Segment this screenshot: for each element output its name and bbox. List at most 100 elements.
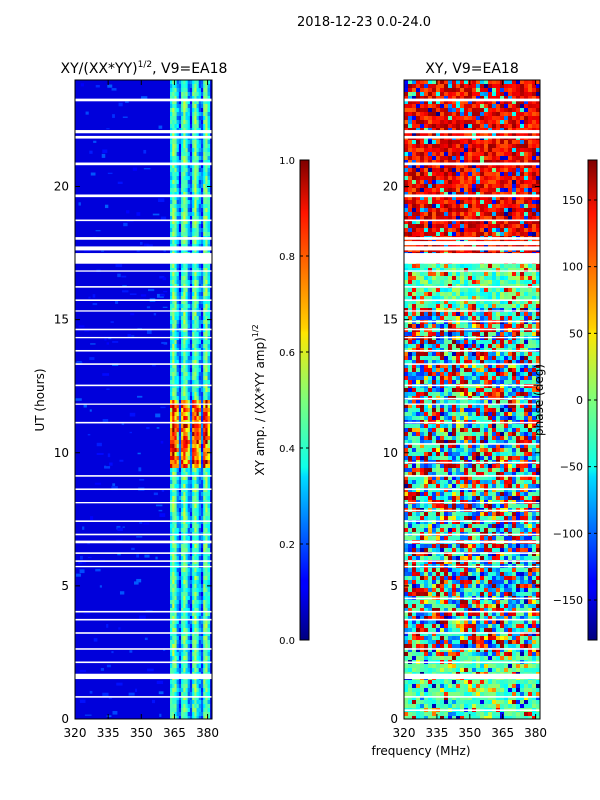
flagged-gap (75, 403, 212, 405)
flagged-gap (404, 397, 540, 400)
amplitude-ytick-label: 10 (54, 446, 69, 460)
flagged-gap (75, 237, 212, 240)
flagged-gap (404, 648, 540, 650)
flagged-gap (404, 520, 540, 522)
flagged-gap (404, 162, 540, 166)
phase-ytick-label: 5 (390, 579, 398, 593)
flagged-gap (75, 246, 212, 251)
figure-title: 2018-12-23 0.0-24.0 (297, 15, 431, 30)
phase-colorbar-tick-label: 100 (562, 261, 583, 274)
phase-plot-frame (403, 79, 541, 720)
phase-heatmap (404, 80, 540, 719)
flagged-gap (75, 696, 212, 698)
flagged-gap (75, 349, 212, 352)
amplitude-panel: XY/(XX*YY)1/2, V9=EA18 320 335 350 365 380 0 5… (33, 60, 227, 740)
flagged-gap (404, 194, 540, 198)
flagged-gap (75, 661, 212, 664)
phase-xtick-label: 335 (425, 726, 448, 740)
flagged-gap (75, 533, 212, 536)
shared-xlabel: frequency (MHz) (371, 744, 470, 758)
flagged-gap (75, 286, 212, 288)
phase-colorbar-tick-label: −150 (553, 594, 583, 607)
flagged-gap (75, 130, 212, 134)
amplitude-colorbar-label: XY amp. / (XX*YY amp)1/2 (251, 324, 267, 475)
amplitude-colorbar-tick-label: 0.4 (279, 444, 295, 455)
phase-ytick-label: 0 (390, 712, 398, 726)
amplitude-ytick-label: 15 (54, 313, 69, 327)
flagged-gap (404, 310, 540, 312)
amplitude-xtick-label: 335 (97, 726, 120, 740)
flagged-gap (404, 237, 540, 240)
flagged-gap (404, 241, 540, 246)
flagged-gap (75, 310, 212, 312)
flagged-gap (404, 363, 540, 365)
flagged-gap (404, 565, 540, 568)
flagged-gap (404, 618, 540, 621)
flagged-gap (75, 673, 212, 680)
flagged-gap (404, 533, 540, 536)
flagged-gap (75, 648, 212, 650)
phase-colorbar-tick-label: 0 (576, 394, 583, 407)
phase-colorbar: −150 −100 −50 0 50 100 150 phase (deg) (532, 159, 598, 641)
flagged-gap (75, 336, 212, 339)
amplitude-xtick-label: 350 (130, 726, 153, 740)
flagged-gap (75, 219, 212, 222)
flagged-gap (404, 98, 540, 102)
flagged-gap (404, 130, 540, 134)
flagged-gap (75, 488, 212, 491)
phase-colorbar-tick-label: −100 (553, 527, 583, 540)
flagged-gap (75, 384, 212, 387)
amplitude-ytick-label: 20 (54, 180, 69, 194)
flagged-gap (404, 540, 540, 544)
phase-xtick-label: 365 (491, 726, 514, 740)
flagged-gap (75, 475, 212, 477)
amplitude-heatmap (75, 80, 212, 719)
flagged-gap (75, 565, 212, 568)
flagged-gap (75, 421, 212, 424)
phase-xtick-label: 350 (458, 726, 481, 740)
flagged-gap (404, 509, 540, 512)
flagged-gap (404, 661, 540, 664)
flagged-gap (404, 299, 540, 301)
flagged-gap (404, 384, 540, 387)
flagged-gap (404, 328, 540, 331)
flagged-gap (404, 610, 540, 613)
flagged-gap (75, 162, 212, 166)
flagged-gap (404, 488, 540, 491)
flagged-gap (75, 560, 212, 562)
amplitude-panel-title: XY/(XX*YY)1/2, V9=EA18 (61, 60, 228, 77)
amplitude-colorbar-tick-label: 0.0 (279, 636, 295, 647)
phase-colorbar-tick-label: 50 (569, 327, 583, 340)
amplitude-ytick-label: 5 (61, 579, 69, 593)
flagged-gap (75, 363, 212, 365)
flagged-gap (404, 560, 540, 562)
flagged-gap (404, 246, 540, 251)
flagged-gap (404, 349, 540, 352)
flagged-gap (404, 320, 540, 323)
flagged-gap (75, 270, 212, 272)
phase-colorbar-label: phase (deg) (532, 364, 546, 436)
flagged-gap (404, 552, 540, 554)
flagged-gap (75, 610, 212, 613)
flagged-gap (404, 475, 540, 477)
flagged-gap (75, 502, 212, 504)
flagged-gap (404, 673, 540, 680)
flagged-gap (404, 632, 540, 634)
flagged-gap (75, 618, 212, 621)
flagged-gap (404, 403, 540, 405)
phase-colorbar-tick-label: −50 (560, 461, 583, 474)
amplitude-colorbar-tick-label: 0.2 (279, 540, 295, 551)
amplitude-colorbar: 0.0 0.2 0.4 0.6 0.8 1.0 XY amp. / (XX*YY amp)… (251, 156, 310, 647)
flagged-gap (75, 253, 212, 264)
flagged-gap (75, 540, 212, 544)
flagged-gap (404, 270, 540, 272)
amplitude-plot-frame (74, 79, 213, 720)
amplitude-ylabel: UT (hours) (33, 368, 47, 431)
phase-panel: XY, V9=EA18 320 335 350 365 380 0 5 10 15 20 (383, 61, 547, 740)
flagged-gap (75, 552, 212, 554)
phase-ytick-label: 10 (383, 446, 398, 460)
amplitude-xtick-label: 380 (196, 726, 219, 740)
flagged-gap (404, 253, 540, 264)
flagged-gap (75, 299, 212, 301)
flagged-gap (75, 98, 212, 102)
